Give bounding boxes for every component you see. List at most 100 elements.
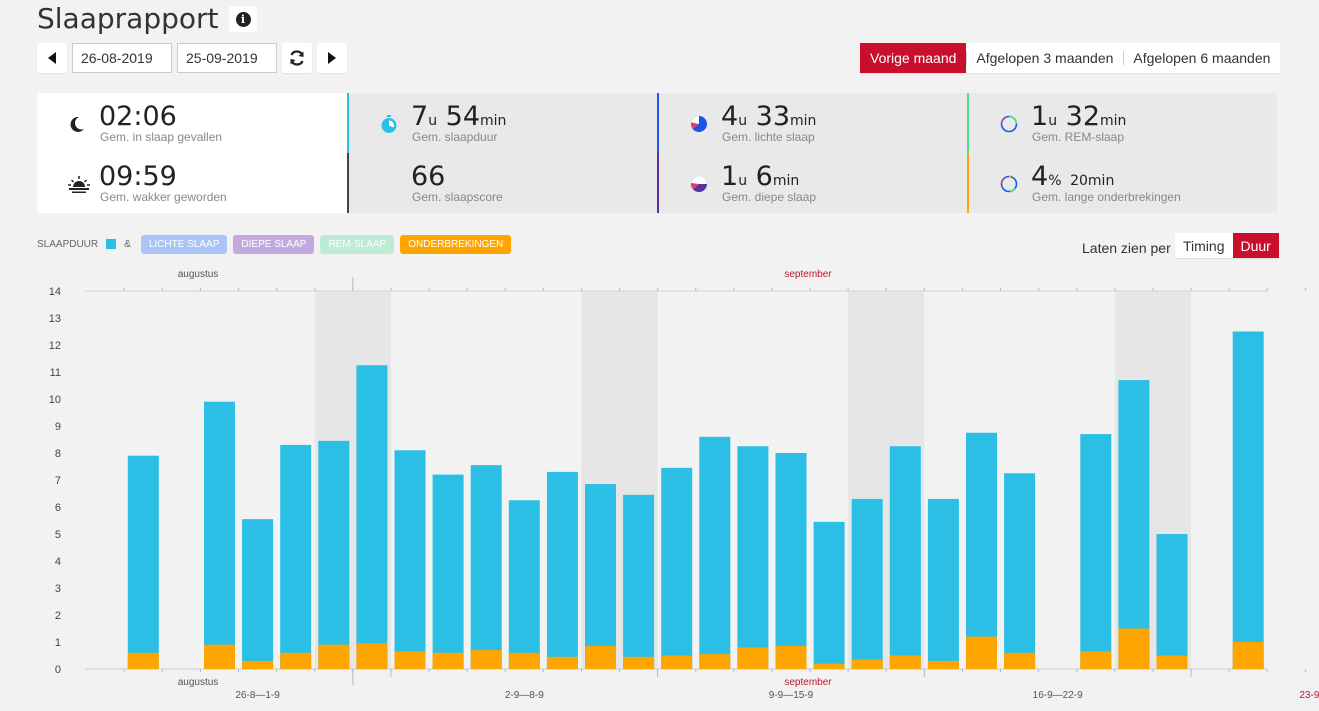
legend-ampersand: & bbox=[124, 238, 131, 250]
sleep-duration-bar bbox=[699, 436, 731, 669]
y-tick-label: 12 bbox=[49, 340, 61, 352]
sleep-duration-bar bbox=[889, 446, 921, 669]
interruption-bar bbox=[661, 655, 693, 669]
duration-color-bar bbox=[347, 93, 349, 153]
sleep-duration-bar bbox=[280, 444, 312, 669]
interruption-bar bbox=[394, 651, 426, 669]
deep-sleep-value: 1u 6min bbox=[721, 161, 800, 192]
deep-sleep-color-bar bbox=[657, 153, 659, 213]
legend-interruptions-toggle[interactable]: ONDERBREKINGEN bbox=[400, 234, 512, 254]
y-tick-label: 1 bbox=[55, 637, 61, 649]
sleep-duration-bar bbox=[318, 440, 350, 669]
interruption-bar bbox=[242, 660, 274, 669]
fell-asleep-value: 02:06 bbox=[99, 101, 177, 132]
rem-sleep-label: Gem. REM-slaap bbox=[1032, 130, 1125, 144]
stat-interruptions: 4% 20min Gem. lange onderbrekingen bbox=[969, 153, 1277, 213]
interruption-bar bbox=[1004, 652, 1036, 669]
sleep-duration-bar bbox=[737, 446, 769, 669]
stat-deep-sleep: 1u 6min Gem. diepe slaap bbox=[659, 153, 967, 213]
show-per-label: Laten zien per bbox=[1082, 240, 1171, 256]
refresh-button[interactable] bbox=[282, 43, 312, 73]
sleep-duration-bar bbox=[585, 484, 616, 669]
interruption-bar bbox=[1118, 628, 1150, 669]
month-label-bottom: september bbox=[784, 677, 832, 688]
stopwatch-icon bbox=[381, 115, 397, 133]
y-tick-label: 5 bbox=[55, 529, 61, 541]
interruption-bar bbox=[813, 663, 845, 669]
sleep-duration-bar bbox=[356, 365, 388, 669]
moon-icon bbox=[70, 116, 84, 132]
y-tick-label: 7 bbox=[55, 475, 61, 487]
week-label: 9-9—15-9 bbox=[769, 690, 814, 701]
sleep-duration-bar bbox=[813, 521, 845, 669]
next-period-button[interactable] bbox=[317, 43, 347, 73]
interruptions-label: Gem. lange onderbrekingen bbox=[1032, 190, 1181, 204]
interruption-bar bbox=[432, 652, 464, 669]
end-date-input[interactable]: 25-09-2019 bbox=[177, 43, 277, 73]
interruption-bar bbox=[356, 643, 388, 669]
range-last-3-months[interactable]: Afgelopen 3 maanden bbox=[966, 43, 1123, 73]
sleep-duration-bar bbox=[242, 519, 274, 669]
sleep-duration-bar bbox=[1004, 473, 1036, 669]
show-per-timing[interactable]: Timing bbox=[1183, 237, 1225, 254]
sleep-score-label: Gem. slaapscore bbox=[412, 190, 503, 204]
show-per-toggle: Timing Duur bbox=[1175, 233, 1279, 258]
y-tick-label: 6 bbox=[55, 502, 61, 514]
interruption-bar bbox=[851, 659, 883, 669]
woke-up-label: Gem. wakker geworden bbox=[100, 190, 227, 204]
interruption-bar bbox=[1080, 651, 1112, 669]
legend-deep-sleep-toggle[interactable]: DIEPE SLAAP bbox=[233, 234, 315, 254]
info-button[interactable]: i bbox=[229, 6, 257, 32]
interruption-bar bbox=[623, 656, 655, 669]
y-tick-label: 14 bbox=[49, 286, 61, 298]
month-label-bottom: augustus bbox=[178, 677, 219, 688]
start-date-input[interactable]: 26-08-2019 bbox=[72, 43, 172, 73]
sleep-duration-bar bbox=[623, 494, 655, 669]
interruption-bar bbox=[204, 644, 235, 669]
legend-sleep-duration-label: SLAAPDUUR bbox=[37, 238, 99, 250]
sleep-duration-bar bbox=[127, 455, 159, 669]
sleep-duration-bar bbox=[851, 498, 883, 669]
page-title: Slaaprapport bbox=[37, 2, 219, 35]
weekend-shade bbox=[1114, 291, 1192, 669]
stat-woke-up: 09:59 Gem. wakker geworden bbox=[37, 153, 347, 213]
legend-light-sleep-toggle[interactable]: LICHTE SLAAP bbox=[140, 234, 228, 254]
interruptions-color-bar bbox=[967, 153, 969, 213]
deep-sleep-label: Gem. diepe slaap bbox=[722, 190, 817, 204]
weekend-shade bbox=[581, 291, 658, 669]
interruption-bar bbox=[737, 647, 769, 669]
interruption-bar bbox=[508, 652, 540, 669]
legend-rem-sleep-toggle[interactable]: REM-SLAAP bbox=[320, 234, 395, 254]
rem-sleep-color-bar bbox=[967, 93, 969, 153]
interruption-bar bbox=[318, 644, 350, 669]
sleep-duration-bar bbox=[1080, 434, 1112, 669]
interruption-bar bbox=[280, 652, 312, 669]
refresh-icon bbox=[290, 50, 304, 66]
stat-sleep-score: 66 Gem. slaapscore bbox=[349, 153, 657, 213]
chart-legend: SLAAPDUUR & LICHTE SLAAP DIEPE SLAAP REM… bbox=[37, 234, 517, 254]
interruptions-pie-icon bbox=[1000, 175, 1018, 193]
range-selector: Vorige maand Afgelopen 3 maanden Afgelop… bbox=[860, 43, 1281, 73]
interruption-bar bbox=[889, 655, 921, 669]
weekend-shade bbox=[314, 291, 391, 669]
sunrise-icon bbox=[68, 176, 90, 193]
interruption-bar bbox=[127, 652, 159, 669]
y-tick-label: 13 bbox=[49, 313, 61, 325]
week-label: 16-9—22-9 bbox=[1033, 690, 1083, 701]
score-color-bar bbox=[347, 153, 349, 213]
stat-rem-sleep: 1u 32min Gem. REM-slaap bbox=[969, 93, 1277, 153]
sleep-duration-bar bbox=[1118, 380, 1150, 669]
range-previous-month[interactable]: Vorige maand bbox=[860, 43, 967, 73]
woke-up-value: 09:59 bbox=[99, 161, 177, 192]
interruption-bar bbox=[470, 650, 502, 669]
range-last-6-months[interactable]: Afgelopen 6 maanden bbox=[1123, 43, 1280, 73]
show-per-duration[interactable]: Duur bbox=[1232, 233, 1279, 258]
week-label: 2-9—8-9 bbox=[505, 690, 544, 701]
light-sleep-value: 4u 33min bbox=[721, 101, 817, 132]
light-sleep-color-bar bbox=[657, 93, 659, 153]
rem-sleep-pie-icon bbox=[1000, 115, 1018, 133]
previous-period-button[interactable] bbox=[37, 43, 67, 73]
interruption-bar bbox=[1232, 642, 1264, 669]
info-icon: i bbox=[235, 11, 251, 27]
stats-timing-panel bbox=[37, 93, 347, 213]
